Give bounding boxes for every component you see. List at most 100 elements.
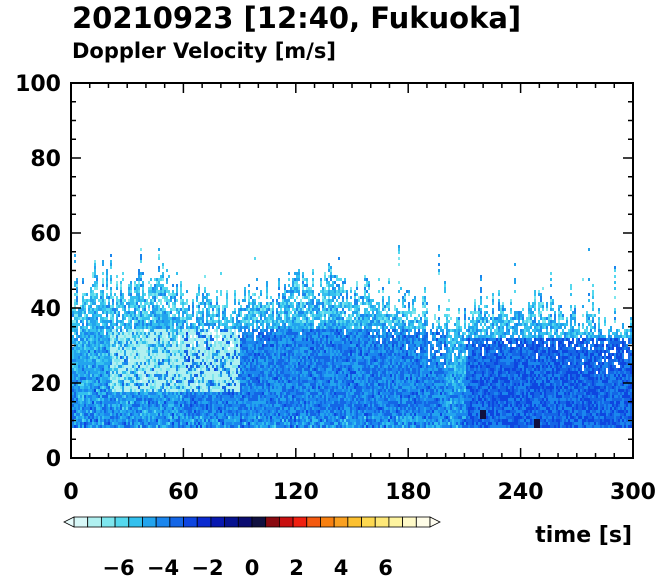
heatmap-cell xyxy=(260,323,262,326)
heatmap-cell xyxy=(140,347,142,350)
heatmap-cell xyxy=(220,365,222,368)
heatmap-cell xyxy=(234,341,236,344)
heatmap-cell xyxy=(278,380,280,383)
heatmap-cell xyxy=(184,359,186,362)
heatmap-cell xyxy=(174,353,176,356)
heatmap-cell xyxy=(136,374,138,377)
heatmap-cell xyxy=(262,419,264,422)
heatmap-cell xyxy=(164,416,166,419)
heatmap-cell xyxy=(100,308,102,311)
heatmap-cell xyxy=(158,269,160,272)
heatmap-cell xyxy=(248,365,250,368)
heatmap-cell xyxy=(190,416,192,419)
heatmap-cell xyxy=(74,392,76,395)
heatmap-cell xyxy=(164,398,166,401)
heatmap-cell xyxy=(166,380,168,383)
heatmap-cell xyxy=(288,413,290,416)
heatmap-cell xyxy=(154,296,156,299)
heatmap-cell xyxy=(252,329,254,332)
heatmap-cell xyxy=(232,335,234,338)
heatmap-cell xyxy=(194,392,196,395)
heatmap-cell xyxy=(210,404,212,407)
heatmap-cell xyxy=(184,386,186,389)
heatmap-cell xyxy=(204,416,206,419)
heatmap-cell xyxy=(244,368,246,371)
heatmap-cell xyxy=(258,413,260,416)
heatmap-cell xyxy=(240,353,242,356)
heatmap-cell xyxy=(192,401,194,404)
heatmap-cell xyxy=(134,347,136,350)
heatmap-cell xyxy=(122,422,124,425)
heatmap-cell xyxy=(106,314,108,317)
heatmap-cell xyxy=(294,344,296,347)
heatmap-cell xyxy=(156,380,158,383)
heatmap-cell xyxy=(168,341,170,344)
heatmap-cell xyxy=(278,350,280,353)
heatmap-cell xyxy=(134,389,136,392)
heatmap-cell xyxy=(244,356,246,359)
heatmap-cell xyxy=(138,425,140,428)
heatmap-cell xyxy=(106,386,108,389)
heatmap-cell xyxy=(160,308,162,311)
heatmap-cell xyxy=(298,407,300,410)
heatmap-cell xyxy=(84,344,86,347)
heatmap-cell xyxy=(222,344,224,347)
heatmap-cell xyxy=(92,392,94,395)
heatmap-cell xyxy=(254,359,256,362)
heatmap-cell xyxy=(106,332,108,335)
heatmap-cell xyxy=(222,419,224,422)
heatmap-cell xyxy=(270,317,272,320)
heatmap-cell xyxy=(284,338,286,341)
heatmap-cell xyxy=(108,386,110,389)
heatmap-cell xyxy=(264,386,266,389)
heatmap-cell xyxy=(130,356,132,359)
heatmap-cell xyxy=(236,416,238,419)
heatmap-cell xyxy=(128,380,130,383)
heatmap-cell xyxy=(174,374,176,377)
heatmap-cell xyxy=(116,395,118,398)
heatmap-cell xyxy=(256,425,258,428)
heatmap-cell xyxy=(220,398,222,401)
heatmap-cell xyxy=(166,299,168,302)
heatmap-cell xyxy=(220,395,222,398)
heatmap-cell xyxy=(254,350,256,353)
heatmap-cell xyxy=(244,377,246,380)
heatmap-cell xyxy=(250,422,252,425)
heatmap-cell xyxy=(146,341,148,344)
heatmap-cell xyxy=(224,344,226,347)
heatmap-cell xyxy=(126,302,128,305)
heatmap-cell xyxy=(152,356,154,359)
heatmap-cell xyxy=(182,395,184,398)
heatmap-cell xyxy=(160,401,162,404)
heatmap-cell xyxy=(276,362,278,365)
heatmap-cell xyxy=(196,392,198,395)
heatmap-cell xyxy=(232,374,234,377)
heatmap-cell xyxy=(126,395,128,398)
heatmap-cell xyxy=(138,275,140,278)
heatmap-cell xyxy=(272,419,274,422)
heatmap-cell xyxy=(160,365,162,368)
heatmap-cell xyxy=(266,386,268,389)
heatmap-cell xyxy=(98,353,100,356)
heatmap-cell xyxy=(176,401,178,404)
heatmap-cell xyxy=(170,317,172,320)
heatmap-cell xyxy=(226,404,228,407)
heatmap-cell xyxy=(128,362,130,365)
heatmap-cell xyxy=(288,305,290,308)
heatmap-cell xyxy=(110,314,112,317)
heatmap-cell xyxy=(190,317,192,320)
heatmap-cell xyxy=(292,302,294,305)
heatmap-cell xyxy=(84,416,86,419)
heatmap-cell xyxy=(290,326,292,329)
heatmap-cell xyxy=(112,401,114,404)
heatmap-cell xyxy=(224,323,226,326)
heatmap-cell xyxy=(210,380,212,383)
heatmap-cell xyxy=(126,323,128,326)
heatmap-cell xyxy=(290,395,292,398)
heatmap-cell xyxy=(174,413,176,416)
heatmap-cell xyxy=(150,401,152,404)
heatmap-cell xyxy=(200,359,202,362)
heatmap-cell xyxy=(96,326,98,329)
heatmap-cell xyxy=(300,410,302,413)
heatmap-cell xyxy=(180,347,182,350)
